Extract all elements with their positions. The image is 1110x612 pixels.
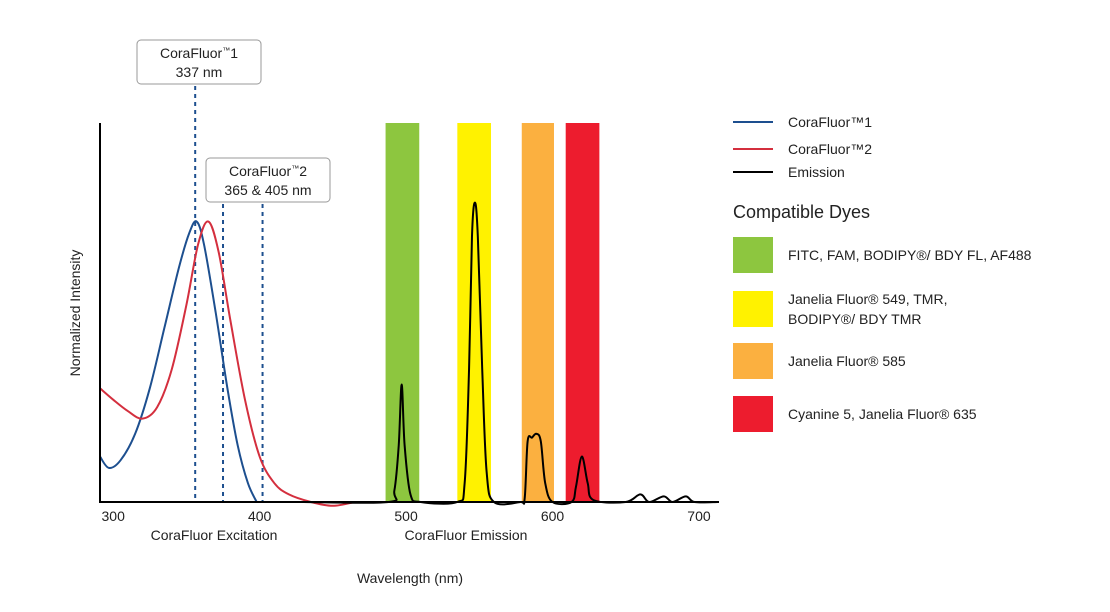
annotation-suffix: 1 [230,45,238,61]
x-tick-label: 400 [248,508,272,524]
x-axis-label: Wavelength (nm) [357,570,463,586]
series-line-emission [303,201,719,506]
dye-swatch-3 [733,396,773,432]
series-line-corafluor1 [99,220,258,503]
legend-label-corafluor1: CoraFluor™1 [788,114,872,130]
annotation-wavelength: 365 & 405 nm [224,182,311,198]
series-line-corafluor2 [99,220,356,507]
x-tick-label: 700 [687,508,711,524]
dye-label-0: FITC, FAM, BODIPY®/ BDY FL, AF488 [788,247,1032,263]
legend-label-emission: Emission [788,164,845,180]
annotation-corafluor2: CoraFluor™2 365 & 405 nm [205,157,331,203]
legend: CoraFluor™1 CoraFluor™2 Emission Compati… [733,114,1032,432]
annotation-suffix: 2 [299,163,307,179]
dye-label-1-line2: BODIPY®/ BDY TMR [788,311,922,327]
dye-label-1: Janelia Fluor® 549, TMR, [788,291,947,307]
x-tick-label: 500 [394,508,418,524]
svg-text:CoraFluor™2: CoraFluor™2 [229,163,307,179]
x-tick-label: 300 [102,508,126,524]
dye-swatch-0 [733,237,773,273]
dye-band-0 [385,123,420,502]
emission-group-label: CoraFluor Emission [405,527,528,543]
dye-label-2: Janelia Fluor® 585 [788,353,906,369]
trademark: ™ [222,46,230,55]
annotation-wavelength: 337 nm [176,64,223,80]
annotation-corafluor1: CoraFluor™1 337 nm [136,39,262,85]
svg-text:CoraFluor™1: CoraFluor™1 [160,45,238,61]
dyes-title: Compatible Dyes [733,202,870,222]
excitation-group-label: CoraFluor Excitation [151,527,278,543]
y-axis-label: Normalized Intensity [67,250,83,377]
dye-swatch-2 [733,343,773,379]
trademark: ™ [291,164,299,173]
annotation-title: CoraFluor [160,45,223,61]
dye-label-3: Cyanine 5, Janelia Fluor® 635 [788,406,977,422]
dye-swatch-1 [733,291,773,327]
dye-band-3 [565,123,600,502]
x-tick-label: 600 [541,508,565,524]
annotation-title: CoraFluor [229,163,292,179]
legend-label-corafluor2: CoraFluor™2 [788,141,872,157]
